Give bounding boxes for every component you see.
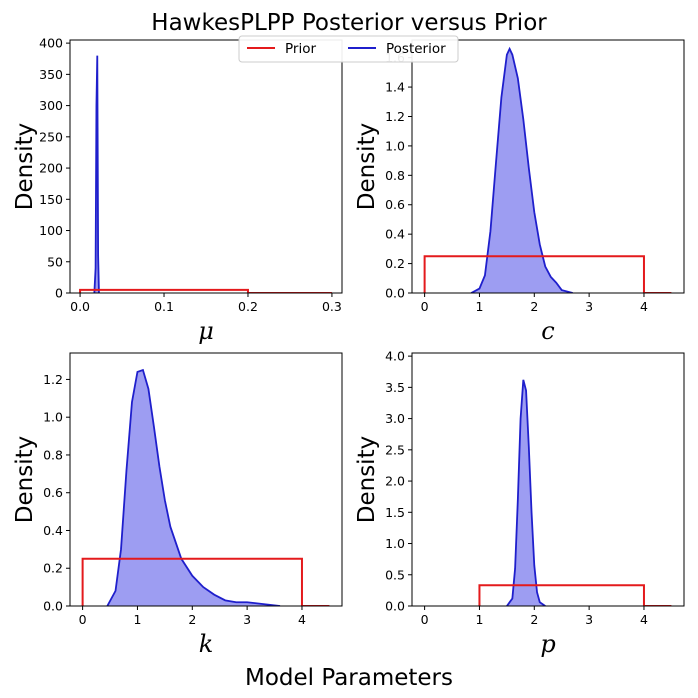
legend: Prior Posterior (238, 35, 459, 63)
y-tick-label: 1.0 (385, 536, 405, 551)
y-tick-label: 2.5 (385, 442, 405, 457)
y-tick-label: 100 (39, 223, 63, 238)
y-axis-label-c: Density (354, 123, 380, 210)
y-tick-label: 0.8 (385, 168, 405, 183)
prior-line-c (423, 255, 672, 293)
y-tick-label: 1.2 (385, 109, 405, 124)
legend-label-posterior: Posterior (386, 41, 446, 57)
figure-x-label: Model Parameters (245, 665, 453, 691)
x-tick-label: 0.0 (70, 299, 90, 314)
prior-line-mu (79, 288, 332, 293)
y-tick-label: 0.0 (43, 599, 63, 614)
x-tick-label: 0.1 (154, 299, 174, 314)
x-axis-label-c: c (541, 317, 554, 345)
y-tick-label: 0.0 (385, 286, 405, 301)
y-axis-label-k: Density (12, 436, 38, 523)
y-tick-label: 1.0 (43, 410, 63, 425)
x-tick-label: 3 (585, 612, 593, 627)
y-tick-label: 1.0 (385, 138, 405, 153)
posterior-line-p (506, 379, 546, 606)
y-tick-label: 4.0 (385, 349, 405, 364)
y-tick-label: 1.4 (385, 80, 405, 95)
y-tick-label: 1.5 (385, 505, 405, 520)
y-tick-label: 50 (47, 254, 63, 269)
y-tick-label: 1.2 (43, 372, 63, 387)
prior-line-p (478, 584, 672, 606)
y-tick-label: 0 (55, 286, 63, 301)
y-tick-label: 150 (39, 192, 63, 207)
x-tick-label: 4 (298, 612, 306, 627)
y-tick-label: 0.5 (385, 567, 405, 582)
plot-area-p (478, 379, 672, 606)
x-axis-label-k: k (199, 630, 214, 658)
y-tick-label: 0.6 (43, 485, 63, 500)
y-tick-label: 200 (39, 161, 63, 176)
plot-area-c (423, 46, 672, 293)
x-axis-label-mu: μ (198, 317, 214, 345)
y-tick-label: 2.0 (385, 474, 405, 489)
subplot-k: 0 1 2 3 4 0.0 0.2 0.4 0.6 0.8 1.0 1.2 k Density (12, 352, 343, 658)
posterior-histogram-p (506, 379, 546, 606)
x-tick-label: 4 (640, 299, 648, 314)
x-tick-label: 3 (243, 612, 251, 627)
plot-area-mu (79, 55, 332, 293)
y-tick-label: 300 (39, 98, 63, 113)
y-tick-label: 0.4 (43, 523, 63, 538)
x-tick-label: 2 (530, 299, 538, 314)
y-tick-label: 400 (39, 36, 63, 51)
axes-frame-k (69, 352, 343, 607)
y-tick-label: 0.0 (385, 599, 405, 614)
posterior-line-mu (93, 55, 100, 293)
y-axis-label-mu: Density (12, 123, 38, 210)
posterior-line-k (106, 368, 281, 606)
x-tick-label: 2 (530, 612, 538, 627)
legend-label-prior: Prior (285, 41, 316, 57)
x-tick-label: 0.2 (238, 299, 258, 314)
x-tick-label: 0 (79, 612, 87, 627)
y-axis-label-p: Density (354, 436, 380, 523)
posterior-line-c (470, 46, 573, 293)
y-tick-label: 0.4 (385, 227, 405, 242)
subplots: 0.0 0.1 0.2 0.3050100150200250300350400μDen… (12, 36, 685, 658)
y-tick-label: 3.0 (385, 411, 405, 426)
subplot-p: 0 1 2 3 4 0.0 0.5 1.0 1.5 2.0 2.5 3.0 3.5 4.0 p Density (354, 349, 685, 658)
posterior-histogram-k (107, 369, 281, 606)
plot-area-k (81, 368, 330, 606)
y-tick-label: 0.2 (385, 256, 405, 271)
x-tick-label: 3 (585, 299, 593, 314)
prior-line-k (81, 557, 330, 606)
y-tick-label: 350 (39, 67, 63, 82)
axes-frame-mu (69, 39, 343, 294)
x-tick-label: 1 (133, 612, 141, 627)
x-tick-label: 1 (475, 299, 483, 314)
figure-title: HawkesPLPP Posterior versus Prior (151, 10, 547, 36)
y-tick-label: 0.8 (43, 447, 63, 462)
y-tick-label: 3.5 (385, 380, 405, 395)
y-tick-label: 250 (39, 129, 63, 144)
axes-frame-c (411, 39, 685, 294)
x-tick-label: 0.3 (322, 299, 342, 314)
subplot-mu: 0.0 0.1 0.2 0.3 0 50 100 150 200 250 300 350 400 μ Den… (12, 36, 343, 345)
x-tick-label: 4 (640, 612, 648, 627)
y-tick-label: 0.2 (43, 561, 63, 576)
x-tick-label: 1 (475, 612, 483, 627)
axes-frame-p (411, 352, 685, 607)
posterior-histogram-c (471, 48, 573, 293)
y-tick-label: 0.6 (385, 197, 405, 212)
x-tick-label: 0 (421, 299, 429, 314)
x-axis-label-p: p (540, 630, 555, 658)
x-tick-label: 2 (188, 612, 196, 627)
x-tick-label: 0 (421, 612, 429, 627)
